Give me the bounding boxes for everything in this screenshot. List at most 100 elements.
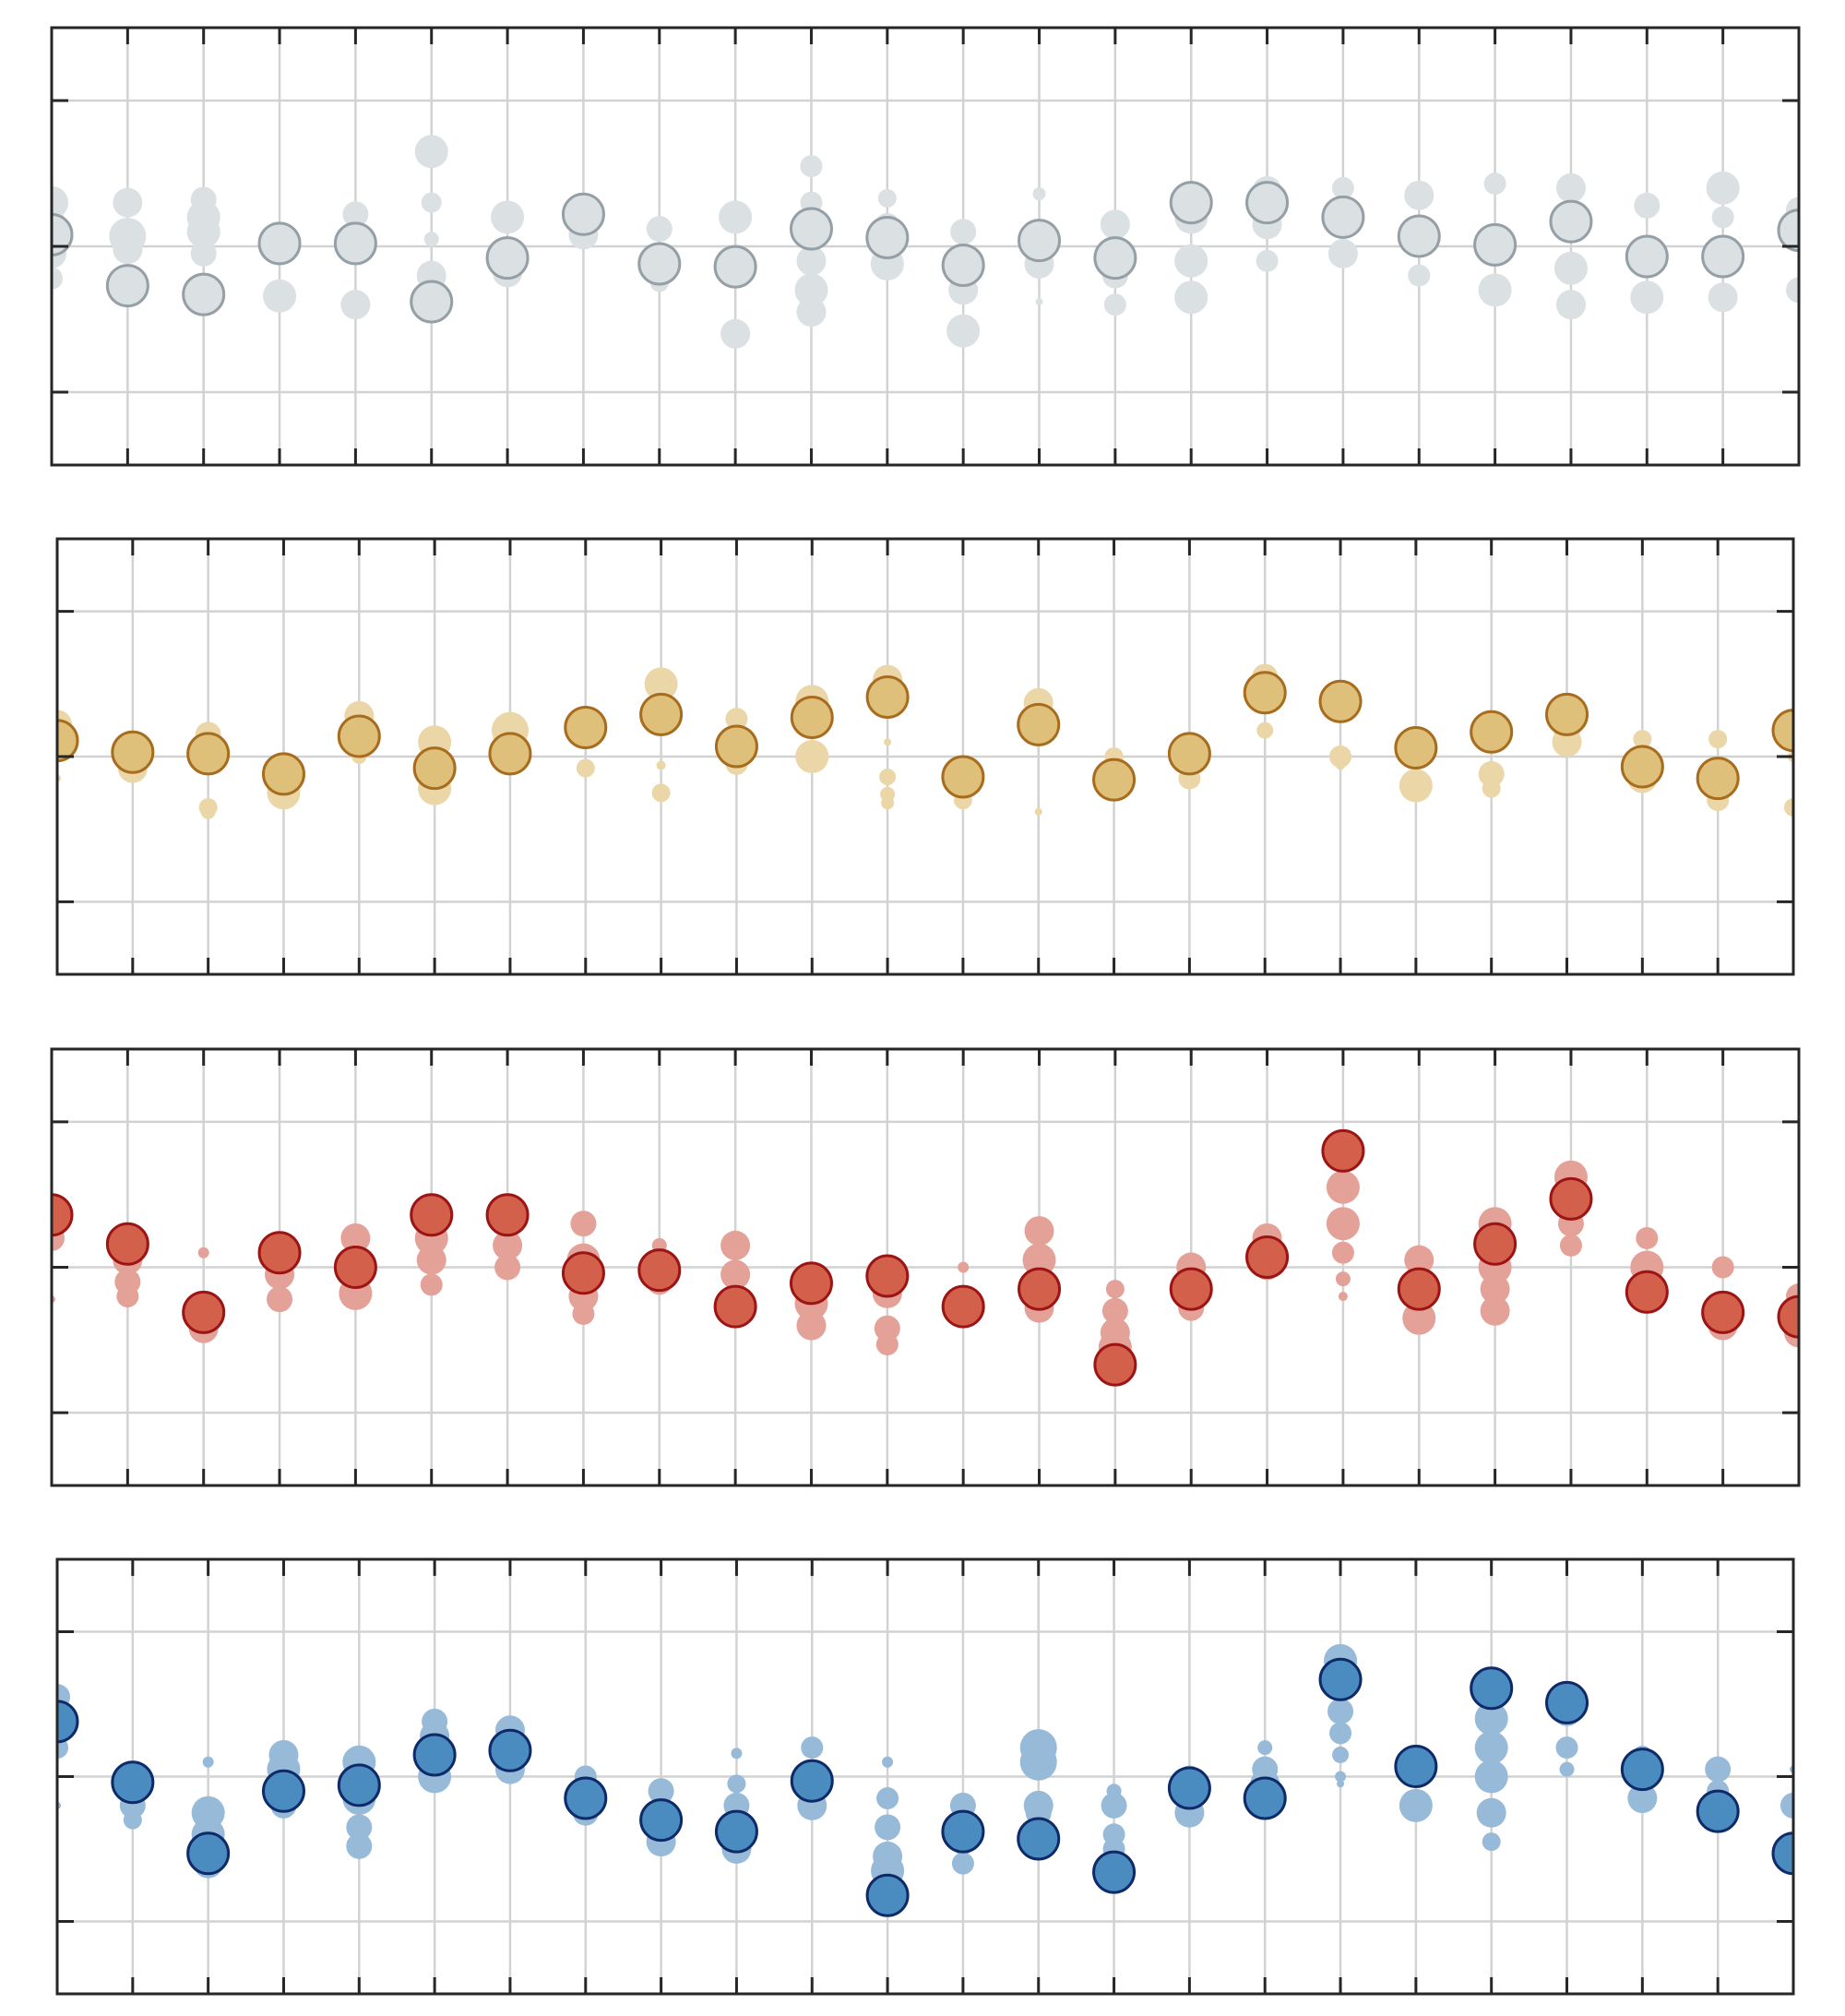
sample-point xyxy=(731,1748,743,1760)
sample-point xyxy=(572,1302,595,1325)
sample-point xyxy=(719,200,753,234)
sample-point xyxy=(263,279,297,313)
sample-point xyxy=(1634,192,1660,219)
sample-point xyxy=(570,1211,597,1237)
sample-point xyxy=(720,318,751,349)
sample-point xyxy=(1402,1301,1436,1335)
sample-point xyxy=(1105,1280,1125,1299)
mean-point xyxy=(488,732,532,776)
mean-point xyxy=(789,207,833,251)
mean-point xyxy=(1321,1128,1365,1173)
sample-point xyxy=(801,1736,824,1760)
sample-point xyxy=(116,1285,139,1308)
mean-point xyxy=(1018,219,1062,263)
mean-point xyxy=(1243,671,1287,715)
sample-point xyxy=(340,290,371,320)
mean-point xyxy=(186,1831,231,1876)
sample-point xyxy=(1708,282,1738,313)
sample-point xyxy=(1329,746,1352,768)
mean-point xyxy=(485,236,530,280)
sample-point xyxy=(1480,1295,1510,1326)
sample-point xyxy=(1024,1216,1054,1247)
sample-point xyxy=(1174,280,1208,315)
sample-point xyxy=(1711,1256,1734,1279)
mean-point xyxy=(1167,732,1211,776)
sample-point xyxy=(267,1286,293,1313)
sample-point xyxy=(1106,1783,1122,1799)
sample-point xyxy=(1633,730,1652,749)
mean-point xyxy=(1321,195,1365,239)
sample-point xyxy=(951,1852,974,1875)
sample-point xyxy=(197,1247,209,1259)
mean-point xyxy=(1245,181,1290,225)
sample-point xyxy=(416,1245,446,1275)
sample-point xyxy=(720,1230,751,1260)
mean-point xyxy=(337,714,381,758)
mean-point xyxy=(186,732,231,776)
sample-point xyxy=(1706,171,1740,205)
sample-point xyxy=(648,1778,674,1805)
mean-point xyxy=(261,752,305,796)
sample-point xyxy=(576,758,595,778)
sample-point xyxy=(420,1273,443,1296)
sample-point xyxy=(1483,173,1506,196)
sample-point xyxy=(656,760,666,770)
sample-point xyxy=(646,216,673,243)
sample-point xyxy=(1337,1780,1345,1788)
mean-point xyxy=(337,1763,381,1807)
mean-point xyxy=(1169,1267,1213,1311)
sample-point xyxy=(644,667,678,701)
sample-point xyxy=(950,219,977,245)
mean-point xyxy=(1318,1657,1363,1701)
sample-point xyxy=(1559,1761,1575,1777)
sample-point xyxy=(346,1832,373,1859)
mean-point xyxy=(789,1261,833,1306)
sample-point xyxy=(800,155,823,178)
sample-point xyxy=(1474,1731,1508,1765)
mean-point xyxy=(105,264,149,308)
mean-point xyxy=(1777,1294,1799,1339)
mean-point xyxy=(261,1769,305,1813)
sample-point xyxy=(1555,1736,1578,1760)
sample-point xyxy=(1786,277,1799,304)
mean-point xyxy=(713,245,757,289)
mean-point xyxy=(865,216,910,260)
sample-point xyxy=(651,783,671,803)
sample-point xyxy=(875,1333,899,1356)
sample-point xyxy=(1705,1756,1732,1783)
mean-point xyxy=(412,746,457,791)
mean-point xyxy=(1545,692,1589,736)
mean-point xyxy=(637,242,682,286)
mean-point xyxy=(1549,1176,1593,1221)
mean-point xyxy=(1620,745,1664,789)
sample-point xyxy=(1399,1788,1433,1822)
sample-point xyxy=(1335,1271,1351,1287)
mean-point xyxy=(1625,1270,1669,1314)
mean-point xyxy=(1470,1666,1514,1711)
mean-point xyxy=(941,244,985,288)
sample-point xyxy=(190,240,217,267)
mean-point xyxy=(182,272,226,316)
mean-point xyxy=(1092,1850,1137,1894)
sample-point xyxy=(884,738,892,746)
sample-point xyxy=(1035,298,1043,306)
mean-point xyxy=(52,1193,74,1237)
mean-point xyxy=(865,1873,910,1917)
sample-point xyxy=(1553,251,1588,285)
sample-point xyxy=(113,187,143,218)
mean-point xyxy=(1394,1745,1438,1789)
sample-point xyxy=(1399,769,1433,803)
sample-point xyxy=(1478,273,1512,307)
sample-point xyxy=(1636,1226,1659,1249)
sample-point xyxy=(1327,238,1358,268)
sample-point xyxy=(1559,1234,1582,1257)
sample-point xyxy=(1404,1245,1434,1275)
sample-point xyxy=(1474,1701,1508,1736)
mean-point xyxy=(941,755,985,799)
sample-point xyxy=(796,1310,827,1341)
mean-point xyxy=(865,1254,910,1298)
mean-point xyxy=(1243,1776,1287,1820)
mean-point xyxy=(564,706,608,750)
mean-point xyxy=(488,1728,532,1772)
sample-point xyxy=(1100,209,1130,240)
